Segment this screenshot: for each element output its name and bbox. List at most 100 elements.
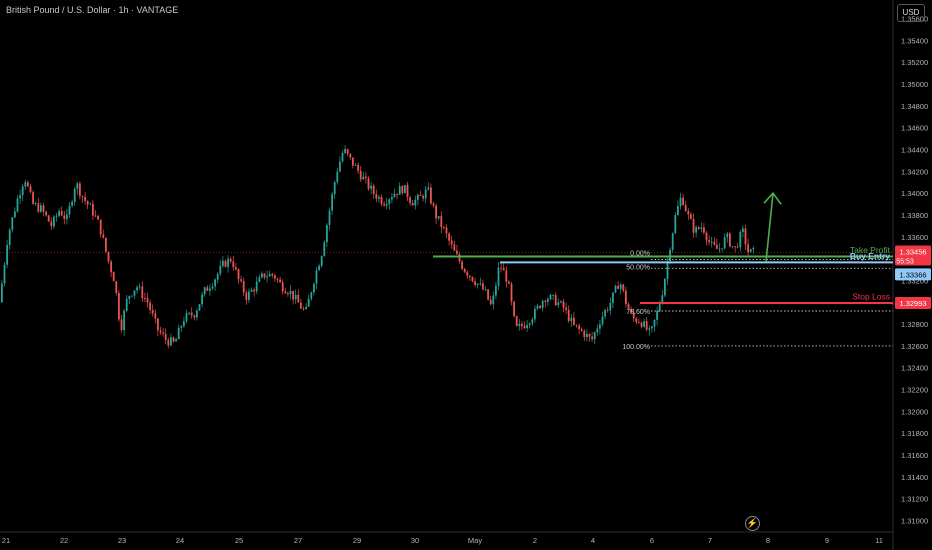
price-tick-label: 1.32200 bbox=[901, 386, 928, 395]
candle-body bbox=[167, 339, 170, 346]
candle-body bbox=[448, 233, 450, 241]
time-tick-label: 2 bbox=[533, 536, 537, 545]
candle-body bbox=[94, 215, 97, 217]
candle-body bbox=[661, 295, 664, 304]
candle-body bbox=[466, 272, 469, 276]
candle-body bbox=[596, 328, 599, 333]
candles bbox=[1, 144, 755, 349]
candle-body bbox=[118, 293, 120, 320]
candle-body bbox=[653, 319, 656, 327]
price-tick-label: 1.31600 bbox=[901, 451, 928, 460]
candle-body bbox=[612, 292, 614, 304]
candle-body bbox=[385, 204, 388, 206]
symbol-title[interactable]: British Pound / U.S. Dollar · 1h · VANTA… bbox=[6, 5, 179, 15]
candle-body bbox=[289, 290, 292, 295]
candle-body bbox=[170, 337, 172, 346]
candle-body bbox=[281, 282, 284, 292]
buy-entry-label: Buy Entry bbox=[850, 251, 890, 261]
candle-body bbox=[3, 264, 6, 284]
candle-body bbox=[638, 322, 640, 324]
price-tick-label: 1.32800 bbox=[901, 320, 928, 329]
candle-body bbox=[141, 286, 144, 299]
candle-body bbox=[287, 293, 289, 295]
candle-body bbox=[341, 152, 344, 162]
candle-body bbox=[326, 225, 328, 243]
candle-body bbox=[110, 261, 112, 273]
candle-body bbox=[125, 298, 128, 311]
price-tick-label: 1.34200 bbox=[901, 167, 928, 176]
candle-body bbox=[398, 186, 401, 195]
target-arrow-head[interactable] bbox=[763, 191, 782, 205]
current-price-tag bbox=[895, 245, 931, 266]
candle-body bbox=[617, 285, 619, 289]
candle-body bbox=[331, 194, 333, 211]
buy-entry-price-tag bbox=[895, 268, 931, 281]
candle-body bbox=[302, 308, 305, 310]
candle-body bbox=[619, 284, 622, 289]
candle-body bbox=[424, 189, 427, 199]
candle-body bbox=[432, 203, 435, 206]
price-tick-label: 1.35400 bbox=[901, 36, 928, 45]
candle-body bbox=[723, 237, 726, 249]
candle-body bbox=[476, 283, 479, 285]
price-tick-label: 1.32600 bbox=[901, 342, 928, 351]
time-tick-label: 22 bbox=[60, 536, 68, 545]
candle-body bbox=[586, 333, 588, 338]
candle-body bbox=[120, 319, 123, 331]
candle-body bbox=[625, 290, 627, 305]
candle-body bbox=[144, 298, 146, 299]
candle-body bbox=[214, 279, 216, 287]
candle-body bbox=[396, 193, 398, 195]
candle-body bbox=[112, 272, 115, 282]
candle-body bbox=[8, 229, 11, 246]
candle-body bbox=[562, 301, 565, 308]
current-price-value: 1.33456 bbox=[899, 248, 926, 257]
candle-body bbox=[536, 305, 539, 309]
candle-body bbox=[583, 330, 586, 338]
candle-body bbox=[34, 203, 37, 205]
candle-body bbox=[164, 333, 167, 340]
candle-body bbox=[242, 281, 245, 293]
candle-body bbox=[219, 265, 222, 274]
target-arrow-shaft[interactable] bbox=[765, 193, 774, 262]
candle-body bbox=[588, 333, 591, 337]
candle-body bbox=[375, 194, 378, 199]
candle-body bbox=[437, 216, 440, 219]
candle-body bbox=[450, 240, 453, 245]
candle-body bbox=[19, 195, 21, 199]
candle-body bbox=[133, 290, 136, 296]
candle-body bbox=[105, 237, 107, 252]
candle-body bbox=[453, 244, 456, 251]
candle-body bbox=[461, 261, 463, 269]
price-tick-label: 1.34800 bbox=[901, 102, 928, 111]
time-tick-label: 8 bbox=[766, 536, 770, 545]
candle-body bbox=[255, 281, 258, 292]
candle-body bbox=[339, 161, 341, 172]
time-tick-label: 25 bbox=[235, 536, 243, 545]
candle-body bbox=[427, 187, 430, 190]
bar-countdown: 55:53 bbox=[896, 259, 914, 266]
candle-body bbox=[99, 219, 102, 235]
currency-badge[interactable]: USD bbox=[897, 4, 925, 22]
candle-body bbox=[671, 233, 674, 250]
candle-body bbox=[268, 273, 271, 277]
candle-body bbox=[128, 296, 131, 299]
candle-body bbox=[349, 153, 352, 158]
candle-body bbox=[320, 256, 323, 266]
candle-body bbox=[656, 310, 658, 320]
candle-body bbox=[716, 244, 718, 249]
lightning-icon[interactable]: ⚡ bbox=[745, 516, 760, 531]
candle-body bbox=[489, 299, 492, 305]
candle-body bbox=[721, 248, 723, 250]
candle-body bbox=[209, 288, 211, 291]
candle-body bbox=[248, 291, 250, 300]
candle-body bbox=[752, 247, 755, 250]
candle-body bbox=[739, 231, 742, 248]
candle-body bbox=[151, 309, 154, 314]
candle-body bbox=[666, 260, 669, 280]
candle-body bbox=[154, 313, 157, 319]
candle-body bbox=[266, 276, 268, 278]
candle-body bbox=[560, 301, 562, 303]
candle-body bbox=[534, 308, 536, 320]
